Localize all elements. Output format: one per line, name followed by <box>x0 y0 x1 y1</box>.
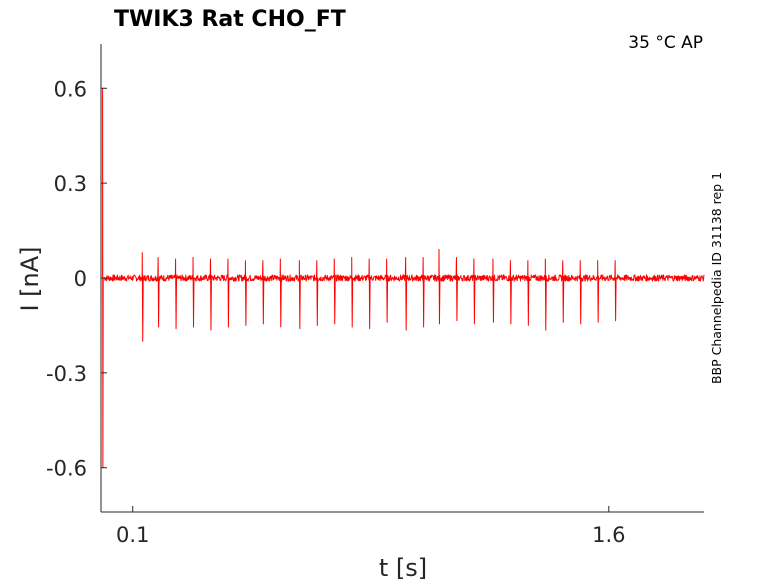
y-tick-label: 0.6 <box>54 77 87 101</box>
x-tick-label: 0.1 <box>116 523 149 547</box>
y-ticks: 0.6 0.3 0 -0.3 -0.6 <box>46 77 107 481</box>
y-axis-label: I [nA] <box>16 246 44 311</box>
axes: 0.1 1.6 0.6 0.3 0 -0.3 -0.6 <box>46 44 704 547</box>
y-tick-label: 0.3 <box>54 172 87 196</box>
x-tick-label: 1.6 <box>592 523 625 547</box>
current-trace <box>102 87 705 469</box>
chart-title: TWIK3 Rat CHO_FT <box>114 7 346 32</box>
source-id-label: BBP Channelpedia ID 31138 rep 1 <box>709 172 724 384</box>
plot-area <box>102 87 705 469</box>
condition-annotation: 35 °C AP <box>628 33 703 53</box>
y-tick-label: -0.3 <box>46 362 87 386</box>
x-axis-label: t [s] <box>379 554 427 582</box>
x-ticks: 0.1 1.6 <box>116 506 625 547</box>
y-tick-label: -0.6 <box>46 457 87 481</box>
y-tick-label: 0 <box>74 267 87 291</box>
